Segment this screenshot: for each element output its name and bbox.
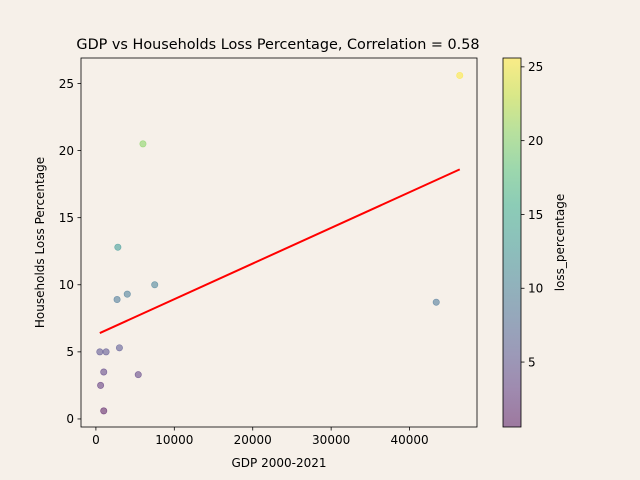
scatter-point: [100, 368, 108, 376]
scatter-point: [134, 371, 142, 379]
chart-title: GDP vs Households Loss Percentage, Corre…: [76, 37, 479, 53]
y-axis-label: Households Loss Percentage: [33, 157, 47, 328]
colorbar-frame: [502, 57, 522, 428]
x-tick-label: 40000: [390, 433, 428, 447]
scatter-point: [151, 281, 159, 289]
x-axis-label: GDP 2000-2021: [232, 456, 327, 470]
y-tick-label: 0: [66, 412, 74, 426]
plot-frame: [80, 57, 478, 428]
colorbar-tick-label: 10: [528, 282, 543, 296]
y-tick-label: 10: [59, 278, 74, 292]
colorbar-tick-label: 5: [528, 355, 536, 369]
colorbar-ticks: 5 10 15 20 25: [521, 60, 543, 369]
scatter-point: [432, 298, 440, 306]
y-tick-label: 25: [59, 77, 74, 91]
scatter-point: [113, 296, 121, 304]
scatter-point: [102, 348, 110, 356]
scatter-point: [97, 381, 105, 389]
colorbar-tick-label: 25: [528, 60, 543, 74]
y-tick-label: 5: [66, 345, 74, 359]
x-tick-label: 20000: [234, 433, 272, 447]
scatter-point: [96, 348, 104, 356]
plot-area: [96, 71, 464, 415]
x-tick-label: 30000: [312, 433, 350, 447]
scatter-point: [139, 140, 147, 148]
colorbar: 5 10 15 20 25 loss_percentage: [502, 57, 567, 428]
colorbar-tick-label: 20: [528, 134, 543, 148]
x-tick-label: 0: [92, 433, 100, 447]
scatter-point: [115, 344, 123, 352]
scatter-point: [456, 71, 464, 79]
y-tick-label: 15: [59, 211, 74, 225]
trend-line: [99, 168, 461, 334]
colorbar-gradient: [503, 58, 521, 427]
colorbar-tick-label: 15: [528, 208, 543, 222]
y-axis-ticks: 0 5 10 15 20 25: [59, 77, 81, 426]
scatter-point: [100, 407, 108, 415]
scatter-point: [123, 290, 131, 298]
scatter-point: [114, 243, 122, 251]
x-axis-ticks: 0 10000 20000 30000 40000: [92, 427, 429, 447]
colorbar-label: loss_percentage: [553, 194, 567, 292]
x-tick-label: 10000: [155, 433, 193, 447]
y-tick-label: 20: [59, 144, 74, 158]
